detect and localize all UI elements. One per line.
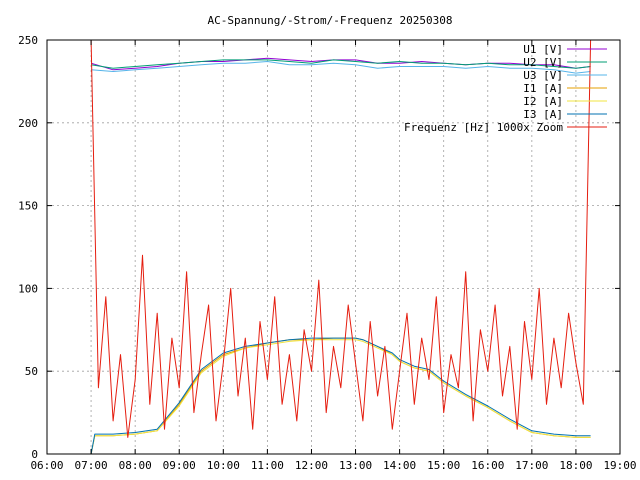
x-tick-label: 12:00 (295, 459, 328, 472)
series-line-3 (91, 61, 591, 74)
legend-label: U1 [V] (523, 43, 563, 56)
series-line-5 (90, 339, 591, 455)
axes: 06:00 07:00 08:00 09:00 10:00 11:00 12:00 13:00… (18, 34, 636, 472)
x-tick-label: 17:00 (515, 459, 548, 472)
x-tick-label: 13:00 (339, 459, 372, 472)
x-tick-label: 06:00 (30, 459, 63, 472)
series-group (90, 39, 592, 455)
x-tick-label: 19:00 (603, 459, 636, 472)
legend-label: U2 [V] (523, 56, 563, 69)
y-tick-label: 50 (25, 365, 38, 378)
chart-title: AC-Spannung/-Strom/-Frequenz 20250308 (207, 14, 452, 27)
legend-label: Frequenz [Hz] 1000x Zoom (404, 121, 563, 134)
legend-label: I2 [A] (523, 95, 563, 108)
x-tick-label: 15:00 (427, 459, 460, 472)
legend: U1 [V]U2 [V]U3 [V]I1 [A]I2 [A]I3 [A]Freq… (404, 43, 607, 134)
x-tick-label: 10:00 (207, 459, 240, 472)
x-tick-label: 08:00 (119, 459, 152, 472)
series-line-7 (90, 39, 592, 438)
x-tick-label: 09:00 (163, 459, 196, 472)
series-line-6 (90, 337, 591, 455)
x-tick-label: 18:00 (559, 459, 592, 472)
legend-label: I3 [A] (523, 108, 563, 121)
x-tick-label: 16:00 (471, 459, 504, 472)
y-tick-label: 150 (18, 200, 38, 213)
legend-label: U3 [V] (523, 69, 563, 82)
y-tick-label: 100 (18, 282, 38, 295)
x-tick-label: 14:00 (383, 459, 416, 472)
y-tick-label: 0 (31, 448, 38, 461)
x-tick-label: 07:00 (75, 459, 108, 472)
series-line-2 (91, 59, 591, 69)
plot-border (46, 39, 621, 455)
y-tick-label: 200 (18, 117, 38, 130)
x-tick-label: 11:00 (251, 459, 284, 472)
y-tick-label: 250 (18, 34, 38, 47)
grid (47, 40, 620, 454)
legend-label: I1 [A] (523, 82, 563, 95)
